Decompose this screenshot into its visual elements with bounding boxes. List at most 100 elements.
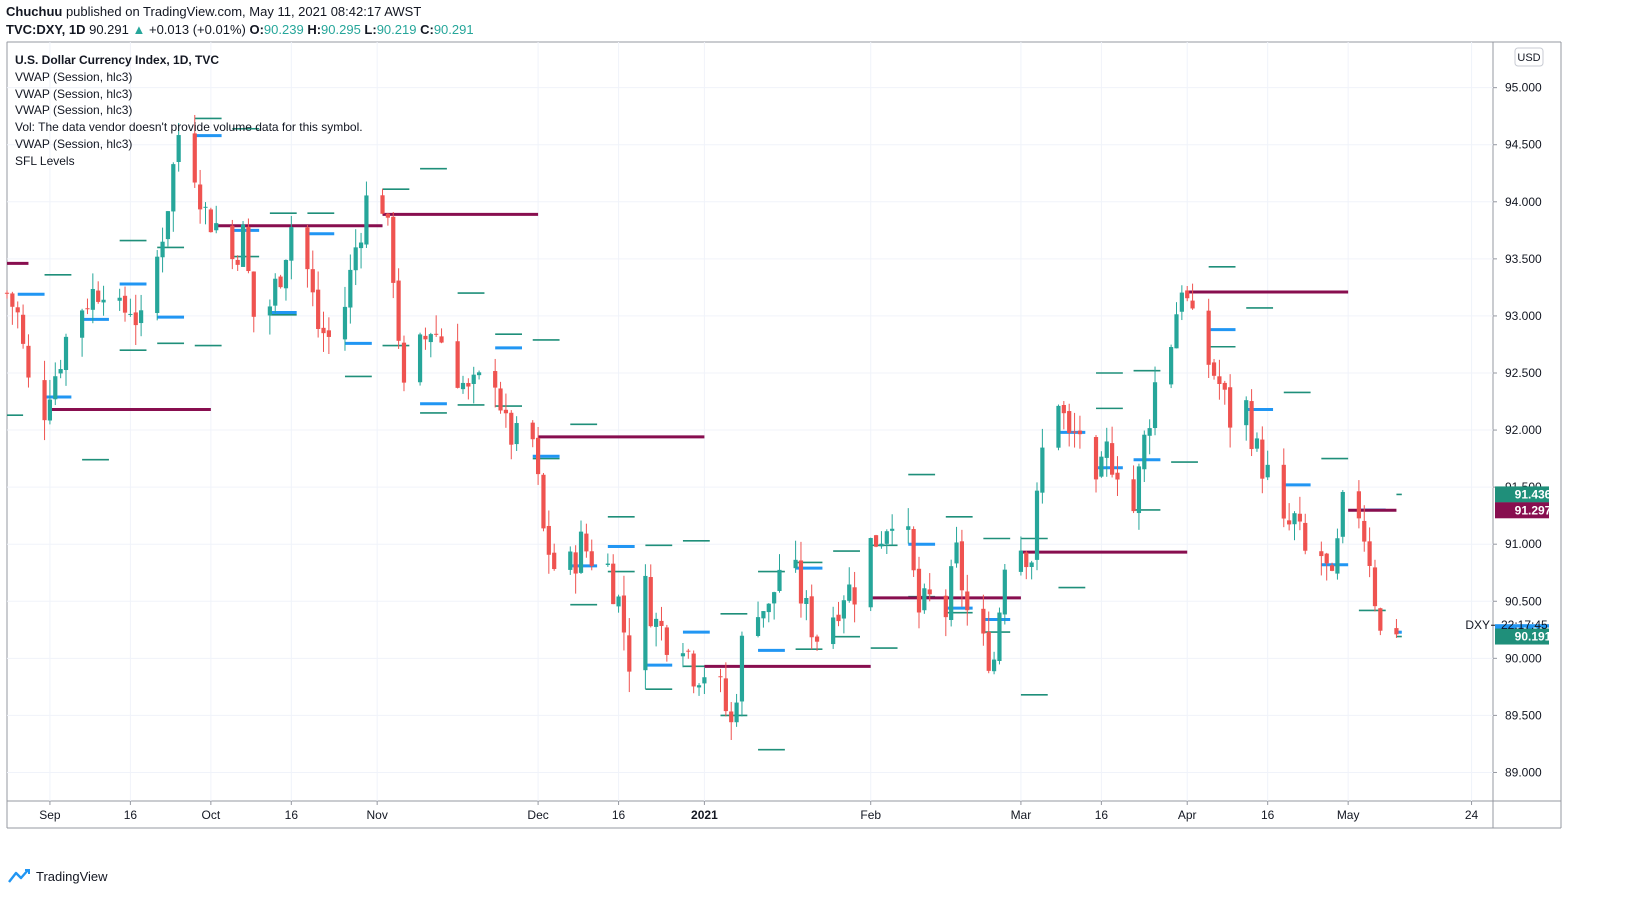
candle-body [1174,314,1179,349]
candle-body [739,635,745,702]
candle-body [348,269,353,308]
candle-body [353,247,358,271]
candle-body [530,422,535,440]
candle-body [927,589,932,595]
legend-item[interactable]: Vol: The data vendor doesn't provide vol… [15,120,363,135]
price-badge [1495,628,1549,645]
candle-body [128,313,133,315]
y-tick-label: 94.000 [1505,195,1542,209]
y-tick-label: 95.000 [1505,81,1542,95]
candle-body [648,577,653,627]
candle-body [460,382,466,390]
legend-item[interactable]: VWAP (Session, hlc3) [15,69,133,84]
candle-body [1056,405,1061,448]
candle-body [814,636,820,642]
author-name[interactable]: Chuchuu [6,4,63,19]
candle-body [310,269,315,293]
candle-body [627,635,632,672]
candle-body [1206,310,1211,365]
candle-body [1319,551,1324,557]
candle-body [734,702,739,723]
candle-body [761,611,766,619]
x-tick-label: Oct [202,808,221,822]
candle-body [702,677,707,684]
candle-body [718,676,723,678]
candle-body [1034,490,1040,560]
footer-brand[interactable]: TradingView [8,868,108,884]
candle-body [1340,491,1345,537]
candle-body [959,541,965,591]
candle-body [1024,552,1029,568]
candle-body [342,306,348,340]
candle-body [117,297,122,301]
candle-body [466,382,471,387]
y-tick-label: 93.500 [1505,252,1542,266]
candle-body [1217,376,1222,385]
candle-body [96,290,101,302]
candle-body [1185,290,1190,299]
open-label: O: [249,22,264,37]
price-badge [1495,502,1549,519]
x-tick-label: 16 [285,808,299,822]
candle-body [1254,438,1260,449]
candle-body [176,135,181,162]
open-value: 90.239 [263,22,304,37]
candle-body [155,256,160,314]
candle-body [616,596,621,607]
indicator-legend: U.S. Dollar Currency Index, 1D, TVC VWAP… [15,52,363,170]
x-tick-label: 16 [1261,808,1275,822]
candle-body [723,678,728,712]
x-tick-label: Apr [1178,808,1197,822]
candle-body [997,612,1002,661]
candle-body [26,345,31,378]
candle-body [192,133,197,183]
candle-body [841,600,846,619]
candle-body [573,552,578,574]
candle-body [777,569,782,591]
candle-body [1394,628,1399,635]
candle-body [535,437,541,475]
candle-body [471,374,476,384]
candle-body [90,288,95,310]
candle-body [1281,464,1286,519]
candle-body [793,559,798,569]
legend-title[interactable]: U.S. Dollar Currency Index, 1D, TVC [15,53,220,67]
x-tick-label: 24 [1465,808,1479,822]
candle-body [171,164,176,212]
legend-item[interactable]: VWAP (Session, hlc3) [15,136,133,151]
candle-body [890,528,895,531]
candle-body [1093,437,1099,480]
candle-body [42,380,47,421]
candle-body [1372,567,1378,607]
candle-body [546,525,551,555]
candle-body [621,595,627,633]
legend-item[interactable]: VWAP (Session, hlc3) [15,103,133,118]
legend-item[interactable]: SFL Levels [15,153,75,168]
candle-body [165,211,171,240]
candle-body [63,336,69,371]
price-badge [1495,486,1549,503]
candle-body [1110,443,1115,475]
candle-body [133,312,138,326]
candle-body [879,543,884,547]
candle-body [1324,553,1329,564]
candle-body [214,223,219,231]
candle-body [847,584,852,601]
candle-body [884,531,889,544]
y-tick-label: 92.000 [1505,423,1542,437]
candle-body [981,608,986,634]
candle-body [943,595,948,618]
candle-body [278,276,283,288]
candle-body [1228,387,1233,428]
candle-body [798,560,804,604]
candle-body [1362,520,1367,542]
candle-body [836,614,841,622]
candle-body [235,259,240,265]
candle-body [1292,513,1297,525]
candle-body [686,650,691,652]
legend-item[interactable]: VWAP (Session, hlc3) [15,86,133,101]
candle-body [766,603,771,613]
candle-body [868,538,873,608]
y-tick-label: 94.500 [1505,138,1542,152]
